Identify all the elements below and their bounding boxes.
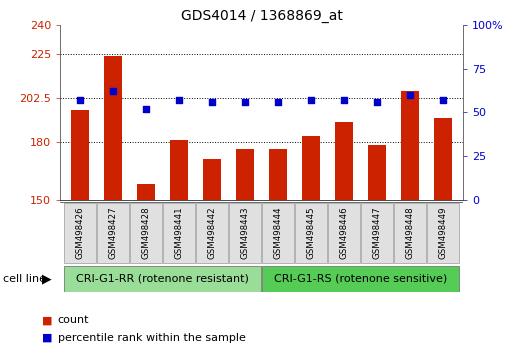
Bar bbox=[104, 56, 122, 200]
Bar bbox=[71, 110, 89, 200]
Point bbox=[406, 92, 414, 98]
Bar bbox=[368, 145, 386, 200]
Bar bbox=[269, 149, 287, 200]
Point bbox=[307, 97, 315, 103]
Text: GSM498445: GSM498445 bbox=[306, 207, 315, 259]
FancyBboxPatch shape bbox=[163, 203, 195, 263]
Bar bbox=[302, 136, 320, 200]
FancyBboxPatch shape bbox=[229, 203, 261, 263]
Text: GSM498444: GSM498444 bbox=[274, 207, 282, 259]
Text: GSM498427: GSM498427 bbox=[108, 207, 118, 259]
Point bbox=[241, 99, 249, 105]
FancyBboxPatch shape bbox=[328, 203, 360, 263]
Text: GSM498446: GSM498446 bbox=[339, 207, 348, 259]
Text: ■: ■ bbox=[42, 333, 52, 343]
FancyBboxPatch shape bbox=[361, 203, 393, 263]
Text: GSM498441: GSM498441 bbox=[175, 207, 184, 259]
Text: ▶: ▶ bbox=[42, 272, 51, 285]
Text: GSM498448: GSM498448 bbox=[405, 207, 415, 259]
FancyBboxPatch shape bbox=[427, 203, 459, 263]
Point bbox=[109, 88, 117, 94]
Text: CRI-G1-RS (rotenone sensitive): CRI-G1-RS (rotenone sensitive) bbox=[274, 274, 447, 284]
Bar bbox=[335, 122, 353, 200]
Text: GSM498428: GSM498428 bbox=[141, 207, 151, 259]
FancyBboxPatch shape bbox=[64, 266, 261, 292]
Point bbox=[175, 97, 183, 103]
Text: GSM498447: GSM498447 bbox=[372, 207, 382, 259]
Text: ■: ■ bbox=[42, 315, 52, 325]
Text: GSM498426: GSM498426 bbox=[75, 207, 84, 259]
Text: CRI-G1-RR (rotenone resistant): CRI-G1-RR (rotenone resistant) bbox=[76, 274, 249, 284]
FancyBboxPatch shape bbox=[97, 203, 129, 263]
Point bbox=[208, 99, 216, 105]
Text: GSM498443: GSM498443 bbox=[241, 207, 249, 259]
Point bbox=[274, 99, 282, 105]
Text: cell line: cell line bbox=[3, 274, 46, 284]
FancyBboxPatch shape bbox=[295, 203, 327, 263]
Text: GSM498449: GSM498449 bbox=[439, 207, 448, 259]
FancyBboxPatch shape bbox=[262, 266, 459, 292]
Bar bbox=[434, 118, 452, 200]
Text: count: count bbox=[58, 315, 89, 325]
Bar bbox=[401, 91, 419, 200]
FancyBboxPatch shape bbox=[130, 203, 162, 263]
Point bbox=[439, 97, 447, 103]
Point bbox=[142, 106, 150, 112]
Bar bbox=[137, 184, 155, 200]
FancyBboxPatch shape bbox=[64, 203, 96, 263]
Text: GDS4014 / 1368869_at: GDS4014 / 1368869_at bbox=[180, 9, 343, 23]
Point bbox=[340, 97, 348, 103]
Bar bbox=[170, 140, 188, 200]
FancyBboxPatch shape bbox=[196, 203, 228, 263]
FancyBboxPatch shape bbox=[394, 203, 426, 263]
Text: percentile rank within the sample: percentile rank within the sample bbox=[58, 333, 245, 343]
FancyBboxPatch shape bbox=[262, 203, 294, 263]
Bar bbox=[203, 159, 221, 200]
Point bbox=[76, 97, 84, 103]
Bar bbox=[236, 149, 254, 200]
Text: GSM498442: GSM498442 bbox=[208, 207, 217, 259]
Point bbox=[373, 99, 381, 105]
